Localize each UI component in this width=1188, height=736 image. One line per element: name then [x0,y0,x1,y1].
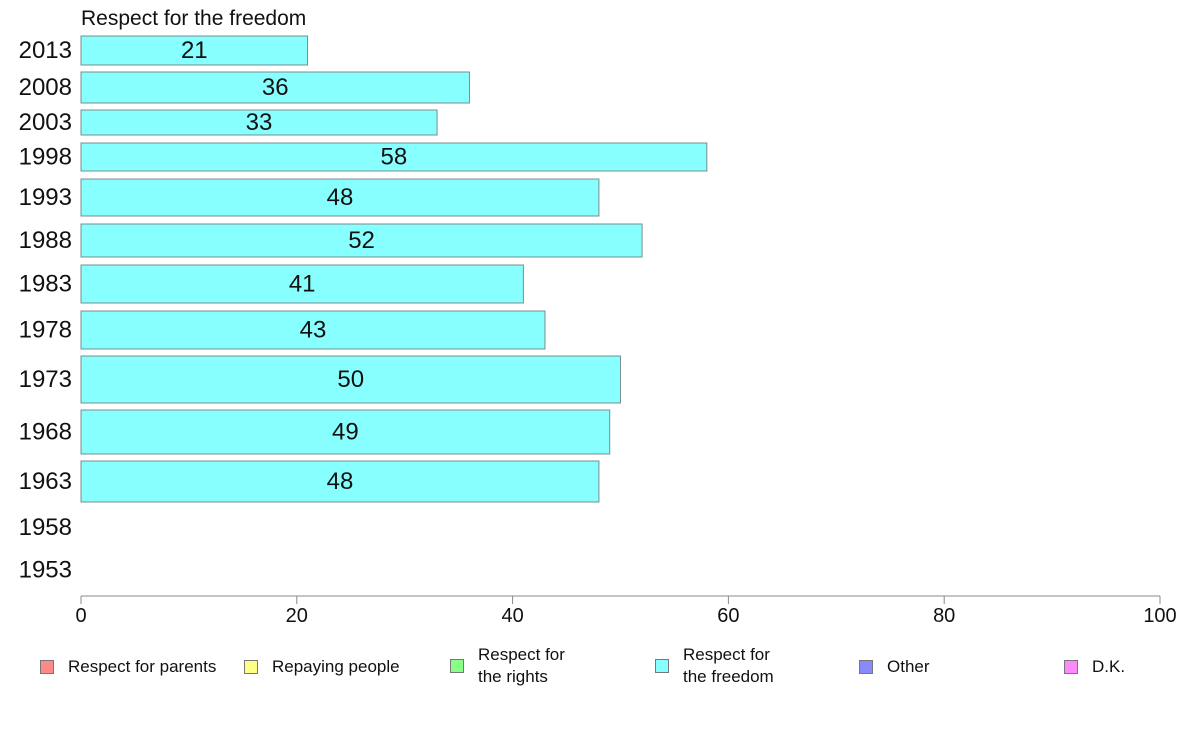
bar [80,264,524,304]
y-tick-label: 1953 [19,557,72,584]
data-label: 52 [348,227,375,254]
y-tick-label: 1968 [19,419,72,446]
x-tick-label: 100 [1143,605,1176,627]
data-label: 21 [181,37,208,64]
legend-swatch [450,659,464,673]
chart-title: Respect for the freedom [81,7,307,30]
bar [80,35,309,66]
legend-label: Respect for parents [68,657,217,676]
legend-item-respect-for-the-freedom: Respect for the freedom [655,644,774,688]
bar [80,460,600,503]
legend-item-dk: D.K. [1064,656,1125,678]
bar [80,109,438,136]
y-tick-label: 2003 [19,109,72,136]
x-tick-label: 60 [717,605,739,627]
y-tick-label: 1958 [19,514,72,541]
data-label: 48 [327,468,354,495]
legend: Respect for parents Repaying people Resp… [0,640,1188,700]
y-tick-label: 1993 [19,184,72,211]
legend-swatch [1064,660,1078,674]
data-label: 49 [332,419,359,446]
x-tick-label: 80 [933,605,955,627]
data-label: 48 [327,184,354,211]
bar [80,355,621,404]
bar [80,142,708,172]
legend-label: Respect for the freedom [683,645,774,686]
legend-item-other: Other [859,656,930,678]
bar [80,178,600,217]
legend-label: Repaying people [272,657,400,676]
legend-swatch [40,660,54,674]
y-tick-label: 1973 [19,366,72,393]
data-label: 33 [246,109,273,136]
legend-item-respect-for-the-rights: Respect for the rights [450,644,565,688]
y-tick-label: 1988 [19,227,72,254]
bar [80,223,643,258]
legend-item-respect-for-parents: Respect for parents [40,656,216,678]
bar [80,409,611,455]
x-tick-label: 40 [501,605,523,627]
data-label: 36 [262,74,289,101]
x-tick-label: 0 [75,605,86,627]
data-label: 41 [289,271,316,298]
data-label: 43 [300,317,327,344]
data-label: 58 [381,144,408,171]
x-tick-label: 20 [286,605,308,627]
legend-swatch [244,660,258,674]
y-tick-label: 1978 [19,317,72,344]
legend-swatch [859,660,873,674]
data-label: 50 [337,366,364,393]
legend-label: Respect for the rights [478,645,565,686]
legend-swatch [655,659,669,673]
legend-label: Other [887,657,930,676]
y-tick-label: 2013 [19,37,72,64]
y-tick-label: 1983 [19,271,72,298]
y-tick-label: 1963 [19,468,72,495]
y-tick-label: 2008 [19,74,72,101]
bar [80,310,546,350]
legend-item-repaying-people: Repaying people [244,656,400,678]
y-tick-label: 1998 [19,144,72,171]
legend-label: D.K. [1092,657,1126,676]
bar [80,71,470,104]
